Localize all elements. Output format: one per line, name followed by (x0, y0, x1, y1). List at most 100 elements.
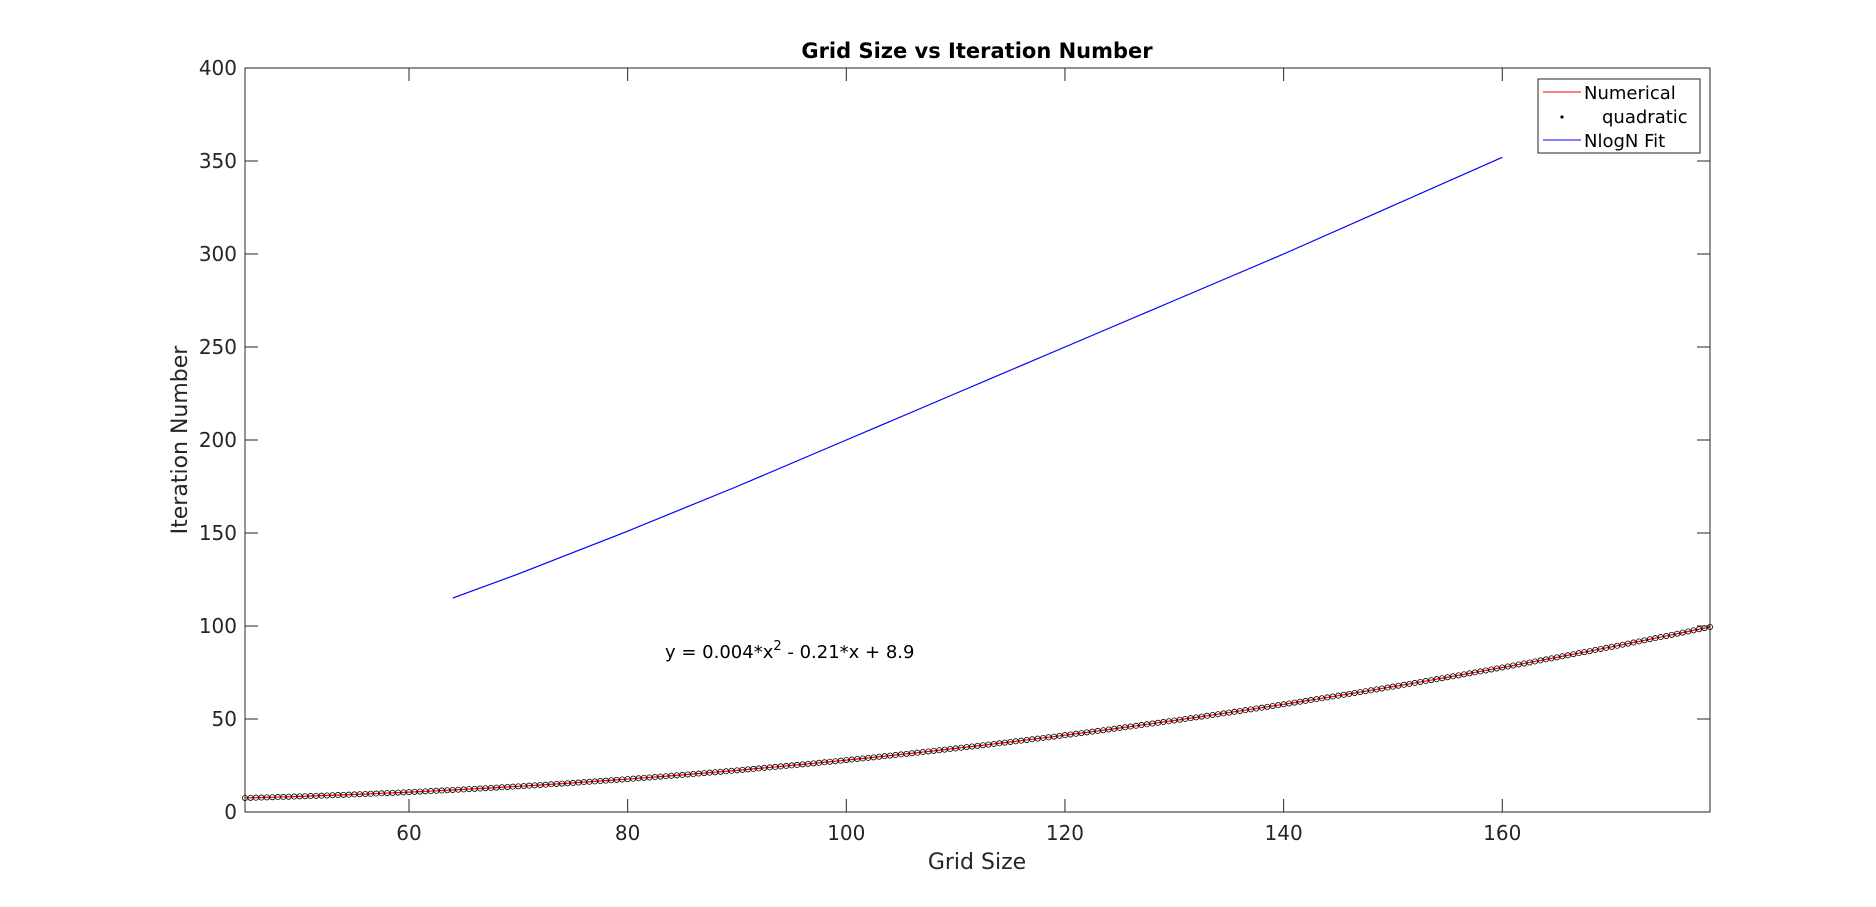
data-point-quadratic (1564, 652, 1571, 659)
data-point-quadratic (1373, 686, 1380, 693)
plot-area (245, 68, 1710, 812)
data-point-quadratic (1635, 638, 1642, 645)
data-point-quadratic (1614, 642, 1621, 649)
ticks-layer: 60 80 100 120 140 160 0 50 100 150 200 250 300 350 400 (199, 56, 1710, 845)
data-point-quadratic (1461, 671, 1468, 678)
data-point-quadratic (1357, 689, 1364, 696)
data-point-quadratic (1406, 680, 1413, 687)
data-point-quadratic (1335, 692, 1342, 699)
y-tick-label: 350 (199, 149, 237, 173)
data-point-quadratic (1466, 670, 1473, 677)
y-tick-label: 300 (199, 242, 237, 266)
data-point-quadratic (1379, 685, 1386, 692)
data-point-quadratic (1433, 676, 1440, 683)
data-point-quadratic (1537, 657, 1544, 664)
data-point-quadratic (1641, 637, 1648, 644)
x-tick-label: 80 (615, 821, 640, 845)
legend: Numerical quadratic NlogN Fit (1537, 78, 1701, 154)
data-point-quadratic (1646, 636, 1653, 643)
data-point-quadratic (1679, 629, 1686, 636)
data-point-quadratic (1351, 689, 1358, 696)
data-point-quadratic (1471, 669, 1478, 676)
data-point-quadratic (1515, 661, 1522, 668)
y-tick-label: 200 (199, 428, 237, 452)
data-point-quadratic (1488, 666, 1495, 673)
data-point-quadratic (1674, 630, 1681, 637)
data-point-quadratic (1603, 644, 1610, 651)
x-tick-label: 120 (1046, 821, 1084, 845)
data-point-quadratic (1499, 664, 1506, 671)
legend-box (1537, 78, 1701, 154)
data-point-quadratic (1368, 687, 1375, 694)
data-point-quadratic (1668, 631, 1675, 638)
data-point-quadratic (1395, 682, 1402, 689)
data-point-quadratic (1340, 691, 1347, 698)
data-point-quadratic (1548, 655, 1555, 662)
data-point-quadratic (1586, 648, 1593, 655)
data-point-quadratic (1608, 643, 1615, 650)
series-line-numerical (244, 626, 1711, 799)
fit-equation-annotation: y = 0.004*x2 - 0.21*x + 8.9 (665, 639, 914, 663)
fit-equation-text-after: - 0.21*x + 8.9 (782, 642, 915, 663)
data-point-quadratic (1543, 656, 1550, 663)
data-point-quadratic (1521, 660, 1528, 667)
x-axis-label: Grid Size (928, 850, 1026, 875)
y-tick-label: 150 (199, 521, 237, 545)
x-tick-label: 140 (1265, 821, 1303, 845)
data-point-quadratic (1553, 654, 1560, 661)
data-point-quadratic (1696, 626, 1703, 633)
x-tick-label: 160 (1483, 821, 1521, 845)
data-point-quadratic (1482, 667, 1489, 674)
data-point-quadratic (1477, 668, 1484, 675)
data-point-quadratic (1570, 651, 1577, 658)
fit-equation-superscript: 2 (773, 639, 781, 654)
data-point-quadratic (1532, 658, 1539, 665)
data-point-quadratic (1581, 649, 1588, 656)
data-point-quadratic (1411, 679, 1418, 686)
y-tick-label: 250 (199, 335, 237, 359)
series-layer (241, 156, 1714, 801)
data-point-quadratic (1422, 678, 1429, 685)
data-point-quadratic (1526, 659, 1533, 666)
legend-numerical-label: Numerical (1584, 83, 1676, 104)
data-point-quadratic (1652, 635, 1659, 642)
series-line-nlogn-fit (452, 156, 1503, 599)
fit-equation-text: y = 0.004*x (665, 642, 774, 663)
y-tick-label: 0 (224, 800, 237, 824)
data-point-quadratic (1493, 665, 1500, 672)
data-point-quadratic (1439, 675, 1446, 682)
data-point-quadratic (1685, 628, 1692, 635)
data-point-quadratic (1510, 662, 1517, 669)
data-point-quadratic (1619, 641, 1626, 648)
y-tick-label: 50 (212, 707, 237, 731)
data-point-quadratic (1597, 645, 1604, 652)
data-point-quadratic (1504, 663, 1511, 670)
y-tick-label: 100 (199, 614, 237, 638)
data-point-quadratic (1444, 674, 1451, 681)
data-point-quadratic (1450, 673, 1457, 680)
y-axis-label: Iteration Number (168, 345, 193, 535)
data-point-quadratic (1324, 694, 1331, 701)
legend-quadratic-swatch (1560, 115, 1564, 119)
data-point-quadratic (1384, 684, 1391, 691)
data-point-quadratic (1455, 672, 1462, 679)
chart-title: Grid Size vs Iteration Number (801, 39, 1153, 63)
data-point-quadratic (1625, 640, 1632, 647)
y-tick-label: 400 (199, 56, 237, 80)
data-point-quadratic (1417, 678, 1424, 685)
legend-nlogn-label: NlogN Fit (1584, 131, 1665, 152)
data-point-quadratic (1559, 653, 1566, 660)
data-point-quadratic (1592, 647, 1599, 654)
x-tick-label: 100 (827, 821, 865, 845)
data-point-quadratic (1657, 634, 1664, 641)
data-point-quadratic (1575, 650, 1582, 657)
data-point-quadratic (1428, 677, 1435, 684)
x-tick-label: 60 (396, 821, 421, 845)
data-point-quadratic (1389, 683, 1396, 690)
data-point-quadratic (1400, 681, 1407, 688)
data-point-quadratic (1663, 632, 1670, 639)
legend-quadratic-label: quadratic (1602, 107, 1688, 128)
data-point-quadratic (1690, 627, 1697, 634)
data-point-quadratic (1630, 639, 1637, 646)
